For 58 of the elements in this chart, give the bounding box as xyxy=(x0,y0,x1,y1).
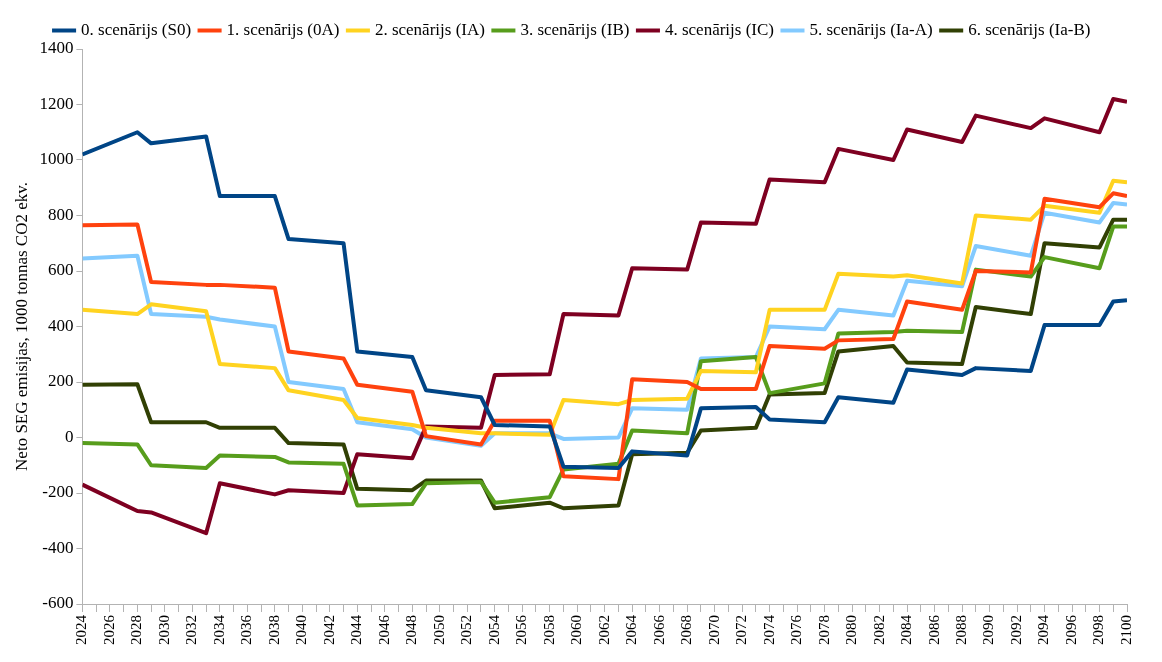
x-tick-label: 2024 xyxy=(73,614,90,645)
legend-label: 2. scenārijs (IA) xyxy=(374,19,485,39)
x-tick-label: 2058 xyxy=(540,615,557,645)
x-tick-label: 2068 xyxy=(678,615,695,645)
x-tick-label: 2082 xyxy=(870,615,887,645)
x-tick-label: 2040 xyxy=(293,615,310,645)
x-tick-label: 2084 xyxy=(898,614,915,645)
x-tick-label: 2026 xyxy=(100,614,117,645)
legend-label: 3. scenārijs (IB) xyxy=(520,19,630,39)
y-tick-label: 0 xyxy=(64,426,74,446)
x-tick-label: 2088 xyxy=(953,615,969,645)
x-tick-label: 2098 xyxy=(1090,615,1107,645)
y-tick-label: -600 xyxy=(42,593,74,613)
x-tick-label: 2080 xyxy=(843,615,860,645)
y-tick-label: 1200 xyxy=(39,93,74,113)
x-tick-label: 2036 xyxy=(238,614,255,645)
x-tick-label: 2090 xyxy=(980,615,997,645)
x-tick-label: 2076 xyxy=(788,614,805,645)
legend-label: 6. scenārijs (Ia-B) xyxy=(968,19,1091,39)
x-tick-label: 2094 xyxy=(1035,614,1052,645)
x-tick-label: 2034 xyxy=(210,614,227,645)
x-tick-label: 2078 xyxy=(815,615,832,645)
y-tick-label: 800 xyxy=(47,204,74,224)
x-tick-label: 2044 xyxy=(348,614,365,645)
y-tick-label: 1000 xyxy=(39,149,74,169)
x-tick-label: 2052 xyxy=(458,615,475,645)
legend-label: 1. scenārijs (0A) xyxy=(226,19,340,39)
y-tick-label: 400 xyxy=(47,315,74,335)
y-tick-label: -400 xyxy=(42,537,74,557)
x-tick-label: 2032 xyxy=(183,615,200,645)
x-tick-label: 2042 xyxy=(320,615,337,645)
x-tick-label: 2066 xyxy=(650,614,667,645)
y-tick-label: -200 xyxy=(42,482,74,502)
legend-label: 0. scenārijs (S0) xyxy=(81,19,192,39)
x-tick-label: 2046 xyxy=(375,614,392,645)
legend-label: 4. scenārijs (IC) xyxy=(664,19,774,39)
y-axis-title: Neto SEG emisijas, 1000 tonnas CO2 ekv. xyxy=(11,182,31,471)
legend-label: 5. scenārijs (Ia-A) xyxy=(809,19,933,39)
x-tick-label: 2096 xyxy=(1062,614,1079,645)
x-tick-label: 2060 xyxy=(568,615,585,645)
x-tick-label: 2100 xyxy=(1117,615,1134,645)
x-tick-label: 2062 xyxy=(595,615,612,645)
x-tick-label: 2048 xyxy=(403,615,420,645)
x-tick-label: 2050 xyxy=(430,615,447,645)
y-tick-label: 200 xyxy=(47,371,74,391)
x-tick-label: 2074 xyxy=(760,614,777,645)
x-tick-label: 2038 xyxy=(265,615,282,645)
x-tick-label: 2092 xyxy=(1007,615,1024,645)
x-tick-label: 2056 xyxy=(513,614,530,645)
y-tick-label: 600 xyxy=(47,260,74,280)
x-tick-label: 2070 xyxy=(705,615,722,645)
x-tick-label: 2086 xyxy=(925,614,942,645)
y-tick-label: 1400 xyxy=(39,38,74,58)
x-tick-label: 2072 xyxy=(733,615,750,645)
x-tick-label: 2054 xyxy=(485,614,502,645)
x-tick-label: 2028 xyxy=(128,615,145,645)
x-tick-label: 2064 xyxy=(623,614,640,645)
x-tick-label: 2030 xyxy=(155,615,172,645)
